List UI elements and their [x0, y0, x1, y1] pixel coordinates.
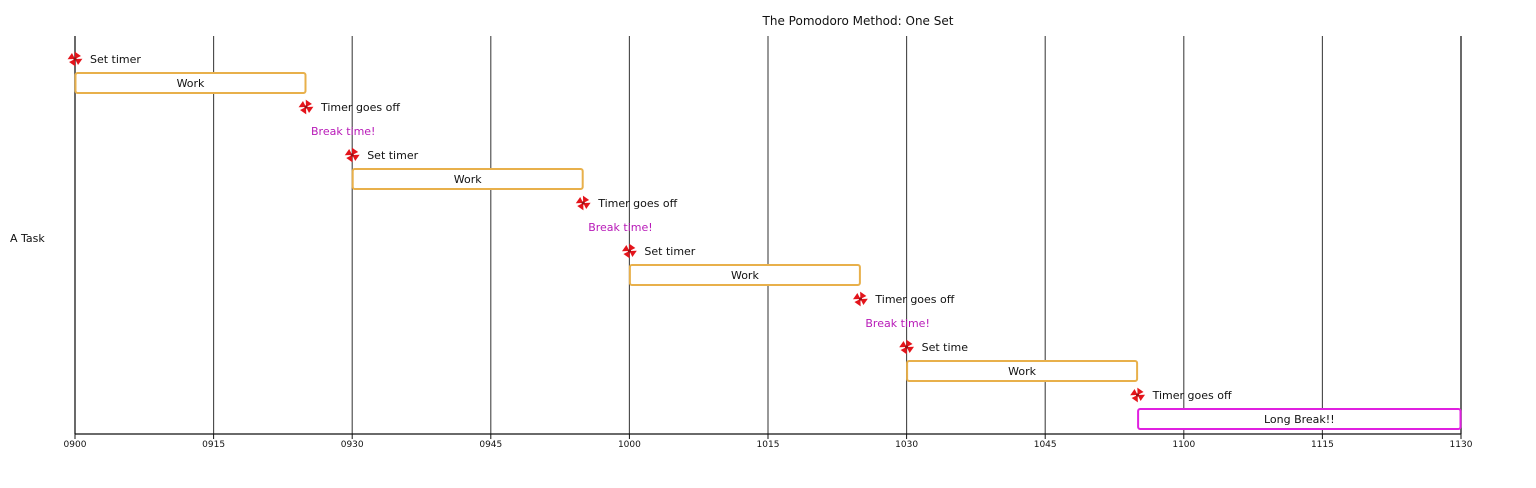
milestone-blade: [860, 298, 868, 305]
milestone-label: Timer goes off: [597, 197, 677, 210]
milestone-blade: [583, 202, 591, 209]
rows-layer: Set timer Work Timer goes off Break time! Se…: [67, 51, 1462, 430]
task-label: Work: [177, 77, 205, 90]
x-tick-label: 1100: [1172, 440, 1195, 450]
milestone-icon: [1130, 387, 1146, 403]
milestone-label: Set timer: [644, 245, 695, 258]
x-axis: 0900 0915 0930 0945 1000 1015 1030 1045 1100 1115…: [64, 433, 1473, 450]
milestone-blade: [906, 346, 915, 353]
milestone-label: Timer goes off: [320, 101, 400, 114]
milestone-blade: [899, 341, 907, 348]
work-bar: [628, 264, 861, 286]
grid-layer: [74, 36, 1462, 434]
milestone-blade: [575, 197, 584, 204]
milestone-blade: [75, 58, 83, 65]
x-tick-label: 1115: [1311, 440, 1334, 450]
milestone-blade: [854, 299, 861, 307]
milestone-label: Timer goes off: [1152, 389, 1232, 402]
milestone-label: Timer goes off: [874, 293, 954, 306]
chart-title: The Pomodoro Method: One Set: [762, 14, 954, 28]
milestone-center: [1136, 393, 1140, 397]
milestone-blade: [344, 149, 353, 156]
milestone-blade: [352, 154, 360, 161]
milestone-blade: [906, 339, 913, 347]
work-bar: [74, 72, 307, 94]
x-tick-label: 1045: [1034, 440, 1057, 450]
milestone-icon: [298, 99, 314, 115]
milestone-label: Set time: [922, 341, 969, 354]
task-label: Long Break!!: [1264, 413, 1335, 426]
milestone-center: [581, 201, 585, 205]
milestone-label: Set timer: [367, 149, 418, 162]
task-label: Work: [731, 269, 759, 282]
x-tick-label: 1130: [1450, 440, 1473, 450]
milestone-blade: [67, 53, 75, 60]
milestone-blade: [900, 347, 907, 355]
x-tick-label: 0930: [341, 440, 364, 450]
milestone-blade: [621, 245, 630, 252]
milestone-icon: [899, 339, 915, 355]
work-bar: [906, 360, 1139, 382]
milestone-blade: [623, 251, 630, 259]
milestone-center: [627, 249, 631, 253]
milestone-icon: [575, 195, 591, 211]
milestone-blade: [306, 106, 314, 113]
milestone-blade: [346, 155, 353, 163]
milestone-blade: [629, 250, 637, 257]
milestone-blade: [300, 107, 307, 115]
milestone-center: [905, 345, 909, 349]
break-note: Break time!: [311, 125, 375, 138]
milestone-blade: [69, 59, 76, 67]
milestone-blade: [1131, 395, 1138, 403]
milestone-center: [858, 297, 862, 301]
milestone-label: Set timer: [90, 53, 141, 66]
milestone-blade: [629, 243, 636, 251]
milestone-icon: [852, 291, 868, 307]
milestone-blade: [860, 291, 867, 299]
task-label: Work: [454, 173, 482, 186]
milestone-blade: [1137, 394, 1146, 401]
milestone-icon: [344, 147, 360, 163]
section-label: A Task: [10, 232, 45, 245]
break-note: Break time!: [588, 221, 652, 234]
milestone-center: [304, 105, 308, 109]
milestone-blade: [1130, 389, 1138, 396]
milestone-center: [350, 153, 354, 157]
milestone-blade: [298, 101, 306, 108]
work-bar: [351, 168, 584, 190]
x-tick-label: 1015: [757, 440, 780, 450]
milestone-icon: [621, 243, 637, 259]
milestone-blade: [351, 147, 359, 155]
milestone-blade: [577, 203, 584, 211]
x-tick-label: 1000: [618, 440, 641, 450]
milestone-blade: [74, 51, 81, 59]
task-label: Work: [1008, 365, 1036, 378]
milestone-blade: [852, 293, 861, 300]
milestone-blade: [1137, 387, 1144, 395]
milestone-center: [73, 57, 77, 61]
milestone-blade: [305, 99, 312, 107]
milestone-blade: [582, 195, 590, 203]
x-tick-label: 1030: [895, 440, 918, 450]
x-tick-label: 0945: [479, 440, 502, 450]
break-note: Break time!: [865, 317, 929, 330]
long-break-bar: [1137, 408, 1462, 430]
x-tick-label: 0915: [202, 440, 225, 450]
milestone-icon: [67, 51, 83, 67]
x-tick-label: 0900: [64, 440, 87, 450]
